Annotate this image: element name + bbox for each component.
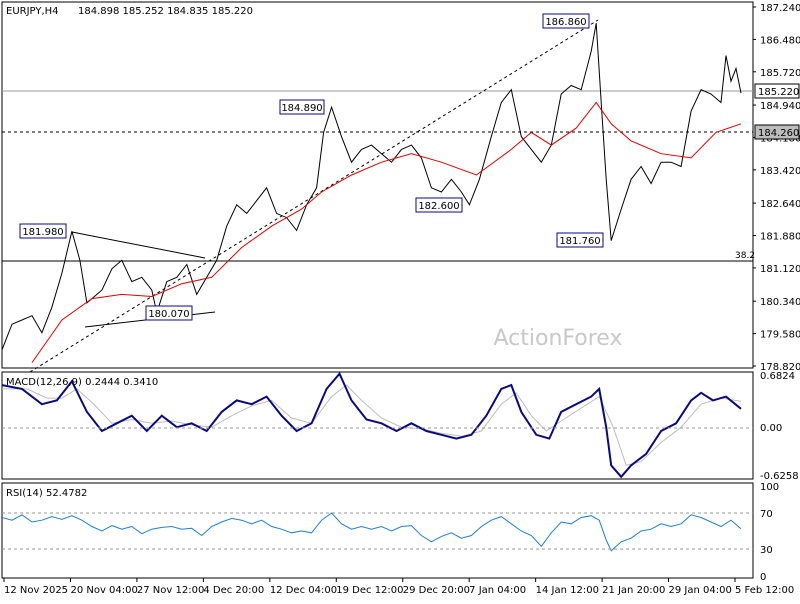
price-tick-label: 187.240 xyxy=(760,3,800,14)
price-tick-label: 178.820 xyxy=(760,362,800,373)
rsi-y-axis: 100 70 30 0 xyxy=(760,482,779,583)
svg-text:182.600: 182.600 xyxy=(418,201,459,212)
svg-text:184.890: 184.890 xyxy=(281,103,322,114)
annotation-186860: 186.860 xyxy=(542,13,590,29)
moving-average-line xyxy=(31,101,742,363)
price-tick-label: 181.120 xyxy=(760,264,800,275)
ma-series xyxy=(31,101,742,363)
macd-title: MACD(12,26,9) 0.2444 0.3410 xyxy=(6,377,158,388)
time-tick-label: 12 Dec 04:00 xyxy=(270,585,337,596)
panel-frames xyxy=(1,1,754,579)
svg-text:186.860: 186.860 xyxy=(545,17,586,28)
price-tick-label: 180.340 xyxy=(760,297,800,308)
time-tick-label: 21 Jan 20:00 xyxy=(602,585,665,596)
macd-y-axis: 0.6824 0.00 -0.6258 xyxy=(760,371,799,482)
time-tick-label: 29 Jan 04:00 xyxy=(669,585,732,596)
price-tick-label: 179.580 xyxy=(760,330,800,341)
svg-text:185.220: 185.220 xyxy=(758,87,799,98)
time-tick-label: 4 Dec 20:00 xyxy=(203,585,264,596)
price-series xyxy=(1,23,742,350)
time-tick-label: 27 Nov 12:00 xyxy=(137,585,204,596)
rsi-panel-frame xyxy=(1,482,754,579)
price-panel-frame xyxy=(1,1,754,369)
price-tick-label: 183.420 xyxy=(760,166,800,177)
price-tick-label: 186.480 xyxy=(760,35,800,46)
price-tick-label: 181.880 xyxy=(760,232,800,243)
watermark: ActionForex xyxy=(494,326,623,351)
ohlc-readout: 184.898 185.252 184.835 185.220 xyxy=(78,6,253,17)
time-tick-label: 12 Nov 2025 xyxy=(4,585,68,596)
time-tick-label: 29 Dec 20:00 xyxy=(403,585,470,596)
rsi-title: RSI(14) 52.4782 xyxy=(6,488,87,499)
macd-tick-label: 0.6824 xyxy=(760,371,795,382)
macd-signal-line xyxy=(2,384,742,466)
macd-panel-frame xyxy=(1,371,754,480)
macd-tick-label: -0.6258 xyxy=(760,471,799,482)
symbol-label: EURJPY,H4 xyxy=(6,6,59,17)
annotation-180070: 180.070 xyxy=(145,305,193,321)
macd-series xyxy=(1,371,742,479)
annotation-182600: 182.600 xyxy=(415,197,463,213)
svg-text:181.980: 181.980 xyxy=(22,227,63,238)
annotation-181760: 181.760 xyxy=(556,232,604,248)
rsi-tick-label: 70 xyxy=(760,509,773,520)
rsi-levels xyxy=(2,512,753,550)
triangle-upper-line xyxy=(71,231,206,259)
time-x-axis: 12 Nov 2025 20 Nov 04:00 27 Nov 12:00 4 Dec… xyxy=(3,578,794,596)
time-tick-label: 5 Feb 12:00 xyxy=(735,585,794,596)
current-price-tag: 185.220 xyxy=(754,83,800,99)
trend-channel-line xyxy=(29,19,599,373)
rsi-tick-label: 100 xyxy=(760,482,779,493)
ref-price-tag: 184.260 xyxy=(754,124,800,140)
svg-text:180.070: 180.070 xyxy=(148,309,189,320)
macd-tick-label: 0.00 xyxy=(760,423,782,434)
rsi-tick-label: 30 xyxy=(760,545,773,556)
macd-main-line xyxy=(1,371,742,479)
rsi-series xyxy=(1,512,742,552)
price-tick-label: 185.720 xyxy=(760,68,800,79)
svg-text:181.760: 181.760 xyxy=(559,236,600,247)
rsi-line xyxy=(1,512,742,552)
price-tick-label: 182.640 xyxy=(760,199,800,210)
price-tick-label: 184.940 xyxy=(760,101,800,112)
fib-382-label: 38.2 xyxy=(735,251,755,261)
time-tick-label: 14 Jan 12:00 xyxy=(536,585,599,596)
svg-text:184.260: 184.260 xyxy=(758,128,799,139)
time-tick-label: 19 Dec 12:00 xyxy=(336,585,403,596)
time-tick-label: 7 Jan 04:00 xyxy=(469,585,526,596)
price-y-axis: 187.240186.480185.720184.940184.180183.4… xyxy=(753,3,800,373)
annotation-184890: 184.890 xyxy=(279,99,325,115)
time-tick-label: 20 Nov 04:00 xyxy=(70,585,137,596)
annotation-181980: 181.980 xyxy=(19,223,67,239)
rsi-tick-label: 0 xyxy=(760,572,766,583)
price-line xyxy=(1,23,742,350)
